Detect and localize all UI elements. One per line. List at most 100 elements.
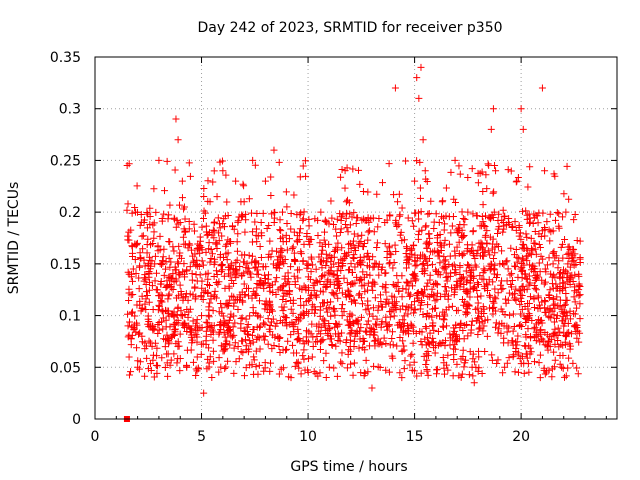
data-point [202,340,210,348]
data-point [342,198,350,206]
data-point [153,269,161,277]
data-point [350,296,358,304]
data-point [406,292,414,300]
data-point [260,336,268,344]
data-point [451,269,459,277]
data-point [141,372,149,380]
data-point [159,314,167,322]
data-point [510,294,518,302]
data-point [252,231,260,239]
data-point [204,275,212,283]
data-point [503,328,511,336]
data-point [494,356,502,364]
data-point [458,251,466,259]
data-point [487,125,495,133]
data-point [148,257,156,265]
data-point [456,261,464,269]
data-point [378,263,386,271]
data-point [152,286,160,294]
data-point [176,281,184,289]
data-point [185,218,193,226]
data-point [125,296,133,304]
data-point [395,287,403,295]
data-point [527,245,535,253]
data-point [455,162,463,170]
data-point [328,340,336,348]
data-point [334,259,342,267]
data-point [467,329,475,337]
data-point [494,289,502,297]
data-point [502,258,510,266]
data-point [514,174,522,182]
data-point [266,301,274,309]
data-point [291,257,299,265]
data-point [235,355,243,363]
data-point [433,281,441,289]
data-point [268,247,276,255]
data-point [530,239,538,247]
data-point [441,236,449,244]
data-point [239,337,247,345]
data-point [145,268,153,276]
data-point [382,300,390,308]
data-point [156,260,164,268]
data-point [170,247,178,255]
data-point [316,345,324,353]
data-point [451,156,459,164]
data-point [383,248,391,256]
data-point [223,198,231,206]
data-point [534,294,542,302]
data-point [167,356,175,364]
data-point [215,354,223,362]
data-point [187,325,195,333]
data-point [305,296,313,304]
data-point [433,370,441,378]
data-point [125,289,133,297]
data-point [503,277,511,285]
data-point [481,222,489,230]
data-point [479,252,487,260]
data-point [145,253,153,261]
data-point [227,332,235,340]
data-point [500,334,508,342]
data-point [166,201,174,209]
data-point [128,308,136,316]
data-point [160,271,168,279]
data-point [279,307,287,315]
data-point [205,344,213,352]
data-point [431,349,439,357]
data-point [453,243,461,251]
data-point [333,372,341,380]
data-point [543,218,551,226]
data-point [395,221,403,229]
data-point [154,330,162,338]
data-point [428,285,436,293]
data-point [501,212,509,220]
data-point [230,225,238,233]
data-point [291,278,299,286]
data-point [408,217,416,225]
data-point [524,183,532,191]
data-point [385,244,393,252]
data-point [167,333,175,341]
data-point [478,222,486,230]
data-point [391,302,399,310]
data-point [223,337,231,345]
data-point [303,260,311,268]
data-point [514,332,522,340]
data-point [288,245,296,252]
data-point [541,225,549,233]
data-point [124,310,132,318]
data-point [359,334,367,342]
data-point [562,372,570,380]
data-point [309,333,317,341]
data-point [301,157,309,165]
data-point [186,263,194,271]
data-point [236,262,244,270]
data-point [515,222,523,230]
data-point [480,265,488,273]
data-point [432,342,440,350]
data-point [504,339,512,347]
data-point [338,166,346,174]
data-point [317,330,325,338]
